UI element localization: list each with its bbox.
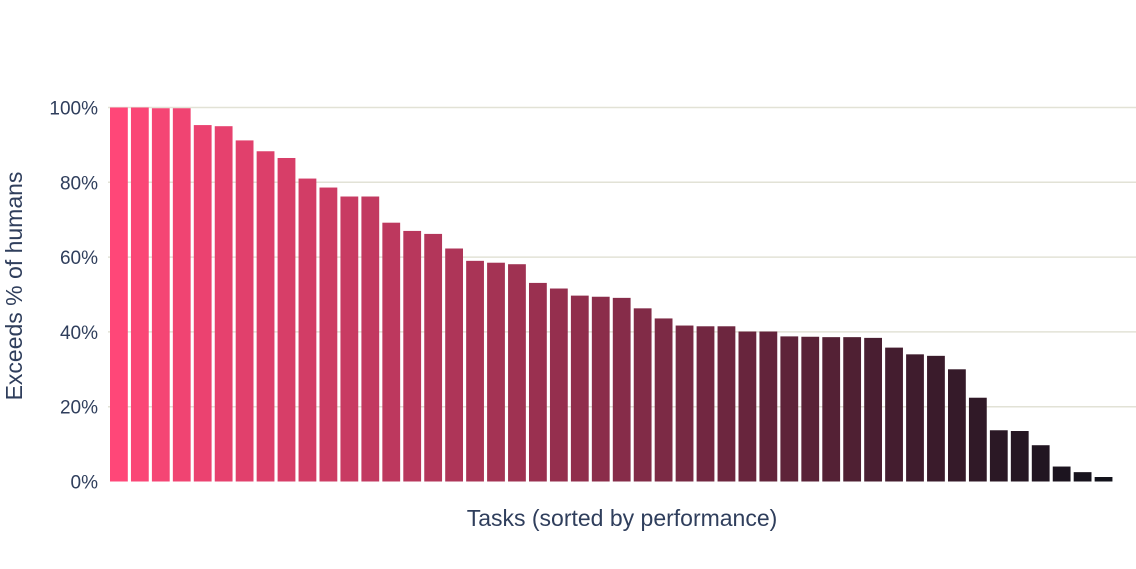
bar-5 — [193, 125, 212, 482]
bar-23 — [570, 295, 589, 482]
y-tick-label: 80% — [60, 173, 98, 194]
bar-31 — [738, 331, 757, 482]
bar-41 — [948, 369, 966, 482]
x-axis-title: Tasks (sorted by performance) — [467, 505, 778, 531]
bar-25 — [612, 297, 631, 482]
bar-37 — [864, 337, 882, 482]
bar-39 — [906, 354, 924, 482]
bar-13 — [361, 196, 380, 482]
bar-8 — [256, 151, 275, 482]
bar-11 — [319, 187, 338, 482]
bar-22 — [549, 288, 568, 482]
bar-3 — [151, 108, 170, 482]
y-tick-label: 40% — [60, 323, 98, 344]
bar-14 — [382, 222, 401, 482]
bar-36 — [843, 337, 862, 482]
bar-34 — [801, 336, 820, 482]
y-tick-label: 60% — [60, 248, 98, 269]
bar-18 — [466, 260, 484, 482]
y-tick-label: 20% — [60, 398, 98, 419]
bars — [110, 107, 1113, 482]
bar-26 — [633, 308, 652, 482]
bar-1 — [110, 107, 128, 482]
bar-47 — [1073, 472, 1092, 482]
bar-32 — [759, 331, 778, 482]
bar-15 — [403, 230, 422, 482]
bar-42 — [968, 397, 987, 482]
bar-43 — [989, 430, 1008, 482]
bar-29 — [696, 326, 715, 482]
bar-30 — [717, 326, 736, 482]
bar-46 — [1052, 466, 1071, 482]
bar-21 — [529, 282, 547, 482]
bar-27 — [654, 318, 673, 482]
bar-12 — [340, 196, 359, 482]
bar-19 — [487, 262, 505, 482]
y-axis-title: Exceeds % of humans — [1, 172, 27, 401]
bar-48 — [1094, 477, 1113, 482]
bar-24 — [591, 296, 610, 482]
bar-44 — [1010, 431, 1029, 482]
bar-20 — [508, 264, 526, 482]
bar-35 — [822, 337, 841, 482]
bar-7 — [235, 140, 254, 482]
y-axis-ticks: 0% 20% 40% 60% 80% 100% — [49, 99, 98, 494]
bar-33 — [780, 336, 799, 482]
bar-45 — [1031, 445, 1050, 482]
bar-2 — [130, 107, 149, 482]
bar-28 — [675, 325, 694, 482]
bar-38 — [885, 347, 903, 482]
bar-9 — [277, 157, 296, 482]
y-tick-label: 0% — [71, 473, 99, 494]
bar-17 — [445, 248, 463, 482]
bar-4 — [172, 108, 191, 482]
y-tick-label: 100% — [49, 99, 98, 120]
bar-40 — [927, 355, 945, 482]
bar-10 — [298, 178, 317, 482]
bar-16 — [424, 233, 443, 482]
bar-6 — [214, 126, 233, 482]
